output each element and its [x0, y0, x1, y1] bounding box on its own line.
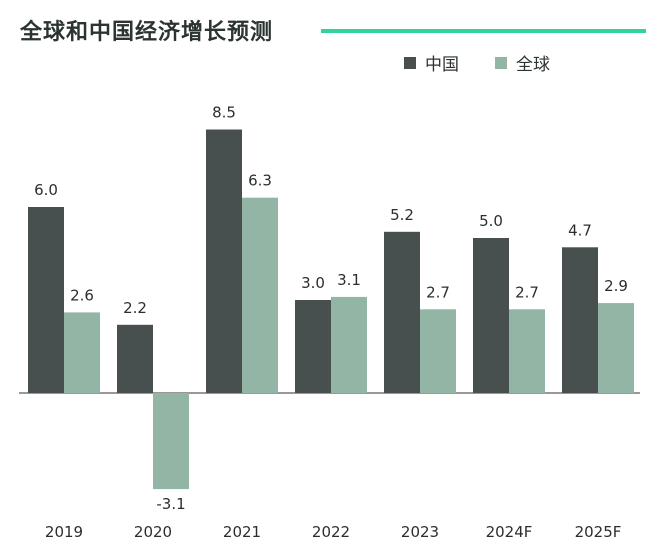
legend: 中国 全球: [404, 50, 586, 75]
value-label-china-2019: 6.0: [34, 181, 58, 199]
value-label-global-2021: 6.3: [248, 172, 272, 190]
value-label-china-2022: 3.0: [301, 274, 325, 292]
bar-china-2022: [295, 300, 331, 393]
bar-china-2025F: [562, 247, 598, 393]
value-label-global-2024F: 2.7: [515, 283, 539, 301]
legend-item-china: 中国: [404, 50, 459, 75]
x-tick-label-2025F: 2025F: [575, 523, 622, 541]
value-label-china-2025F: 4.7: [568, 221, 592, 239]
bar-global-2020: [153, 393, 189, 490]
bar-global-2021: [242, 197, 278, 393]
legend-label-china: 中国: [425, 55, 459, 75]
bar-global-2019: [64, 312, 100, 393]
value-label-china-2020: 2.2: [123, 299, 147, 317]
x-tick-label-2023: 2023: [401, 523, 439, 541]
legend-label-global: 全球: [516, 55, 550, 75]
x-tick-label-2024F: 2024F: [486, 523, 533, 541]
value-label-global-2025F: 2.9: [604, 277, 628, 295]
x-tick-label-2020: 2020: [134, 523, 172, 541]
value-label-global-2023: 2.7: [426, 283, 450, 301]
value-label-china-2024F: 5.0: [479, 212, 503, 230]
value-label-china-2021: 8.5: [212, 104, 236, 122]
value-label-global-2022: 3.1: [337, 271, 361, 289]
x-tick-label-2022: 2022: [312, 523, 350, 541]
legend-item-global: 全球: [495, 50, 550, 75]
value-label-china-2023: 5.2: [390, 206, 414, 224]
chart-title: 全球和中国经济增长预测: [20, 20, 274, 45]
bar-global-2024F: [509, 309, 545, 393]
legend-swatch-global: [495, 56, 507, 69]
x-tick-label-2021: 2021: [223, 523, 261, 541]
bar-china-2021: [206, 129, 242, 393]
bar-global-2025F: [598, 303, 634, 393]
legend-swatch-china: [404, 56, 416, 69]
title-accent-line: [321, 29, 646, 33]
bar-china-2019: [28, 207, 64, 393]
bar-global-2023: [420, 309, 456, 393]
value-label-global-2019: 2.6: [70, 286, 94, 304]
bar-china-2024F: [473, 238, 509, 393]
x-tick-label-2019: 2019: [45, 523, 83, 541]
bar-global-2022: [331, 296, 367, 393]
bar-china-2020: [117, 324, 153, 393]
bar-china-2023: [384, 231, 420, 393]
value-label-global-2020: -3.1: [156, 495, 185, 513]
